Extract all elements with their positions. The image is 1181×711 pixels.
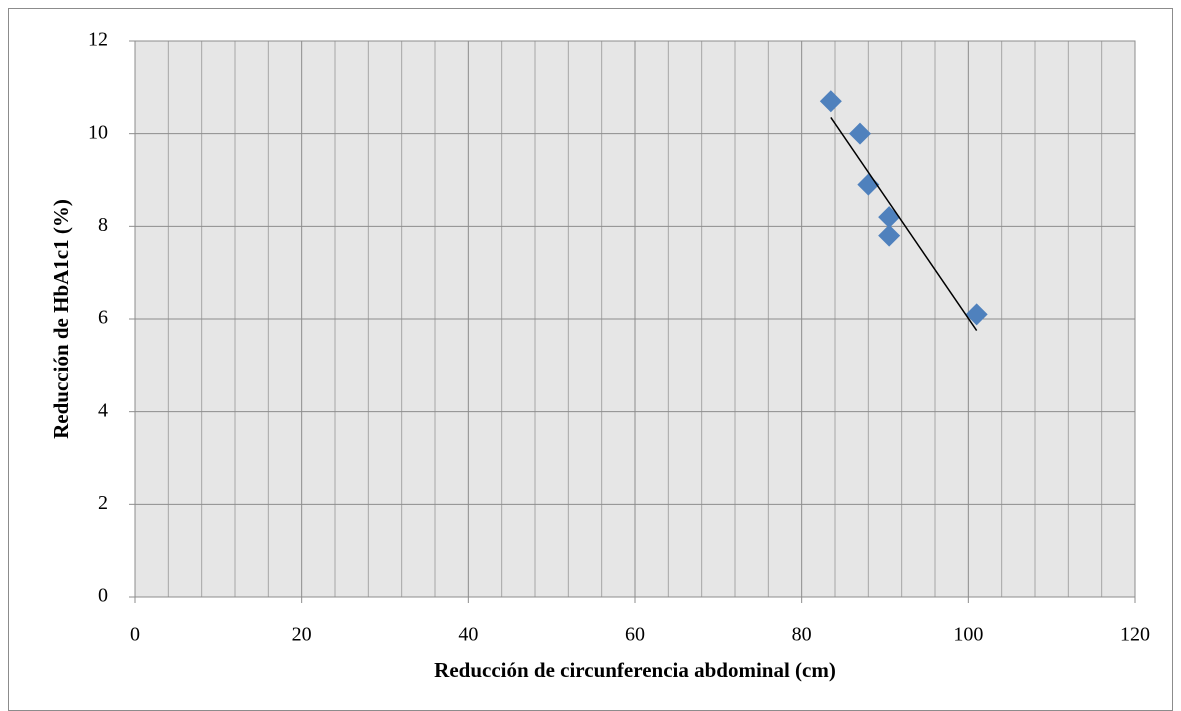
y-tick-label: 8 <box>98 214 108 236</box>
y-tick-label: 4 <box>98 399 108 421</box>
point <box>965 303 988 326</box>
x-tick-label: 0 <box>130 624 140 646</box>
x-tick-label: 40 <box>458 624 478 646</box>
x-tick-label: 120 <box>1120 624 1150 646</box>
plot-border <box>134 40 1136 598</box>
point <box>819 90 842 113</box>
x-tick-label: 80 <box>792 624 812 646</box>
x-axis-title: Reducción de circunferencia abdominal (c… <box>434 658 836 682</box>
trendline <box>830 117 978 332</box>
x-tick-label: 100 <box>953 624 983 646</box>
y-tick-label: 10 <box>88 121 108 143</box>
y-tick-label: 12 <box>88 29 108 51</box>
y-tick-label: 2 <box>98 492 108 514</box>
x-tick-label: 20 <box>292 624 312 646</box>
x-tick-label: 60 <box>625 624 645 646</box>
y-tick-label: 0 <box>98 585 108 607</box>
point <box>849 122 871 145</box>
y-tick-label: 6 <box>98 307 108 329</box>
y-axis-title: Reducción de HbA1c1 (%) <box>49 199 73 439</box>
point <box>878 224 901 247</box>
